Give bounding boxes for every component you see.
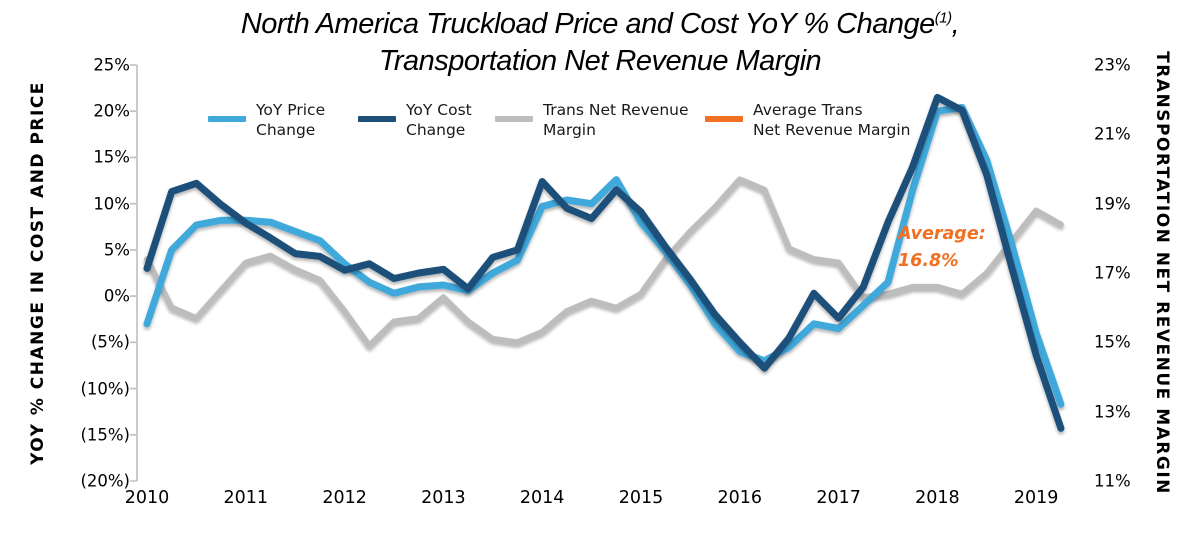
left-axis-tick-25: 25% [93,55,130,75]
right-axis-tick-21: 21% [1094,124,1131,144]
x-axis-tick-2010: 2010 [124,488,170,508]
series-line-yoy-cost-change [143,93,1065,432]
right-axis-tick-23: 23% [1094,55,1131,75]
series-line-yoy-price-change [143,104,1065,408]
annotation-value: 16.8% [898,251,959,271]
series-line-trans-net-revenue-margin [144,176,1064,349]
annotation-label: Average: [898,224,986,244]
legend-label: YoY Price Change [256,101,326,139]
legend-swatch [208,116,246,122]
left-axis-tick--15: (15%) [80,425,130,445]
x-axis-tick-2013: 2013 [421,488,466,508]
title-superscript: (1) [934,9,952,27]
left-axis-line [130,64,138,482]
chart-title: North America Truckload Price and Cost Y… [0,6,1200,80]
title-line-2: Transportation Net Revenue Margin [378,45,822,77]
left-axis-tick-0: 0% [103,286,130,306]
left-axis-tick-10: 10% [93,194,130,214]
legend-swatch [705,116,743,122]
legend-label: Trans Net Revenue Margin [543,101,689,139]
x-axis-tick-2012: 2012 [322,488,367,508]
legend-swatch [495,116,533,122]
x-axis-tick-2017: 2017 [816,488,861,508]
left-axis-tick--10: (10%) [80,379,130,399]
legend-label: YoY Cost Change [406,101,472,139]
right-axis-tick-13: 13% [1094,402,1131,422]
legend-label: Average Trans Net Revenue Margin [753,101,911,139]
average-annotation: Average: 16.8% [898,221,986,275]
x-axis-tick-2016: 2016 [717,488,763,508]
right-axis-tick-11: 11% [1094,471,1131,491]
right-axis-tick-17: 17% [1094,263,1131,283]
left-axis-tick--5: (5%) [90,332,130,352]
right-axis-tick-15: 15% [1094,332,1131,352]
right-axis-tick-19: 19% [1094,194,1131,214]
title-line-1: North America Truckload Price and Cost Y… [0,6,1200,43]
x-axis-tick-2011: 2011 [223,488,269,508]
x-axis-tick-2014: 2014 [519,488,565,508]
left-axis-tick-15: 15% [93,147,130,167]
legend-swatch [358,116,396,122]
x-axis-tick-2015: 2015 [618,488,664,508]
title-comma: , [951,8,960,40]
title-text: North America Truckload Price and Cost Y… [240,8,935,40]
left-axis-tick-5: 5% [103,240,130,260]
x-axis-tick-2019: 2019 [1013,488,1059,508]
left-axis-tick--20: (20%) [80,471,130,491]
x-axis-tick-2018: 2018 [915,488,960,508]
left-axis-tick-20: 20% [93,101,130,121]
